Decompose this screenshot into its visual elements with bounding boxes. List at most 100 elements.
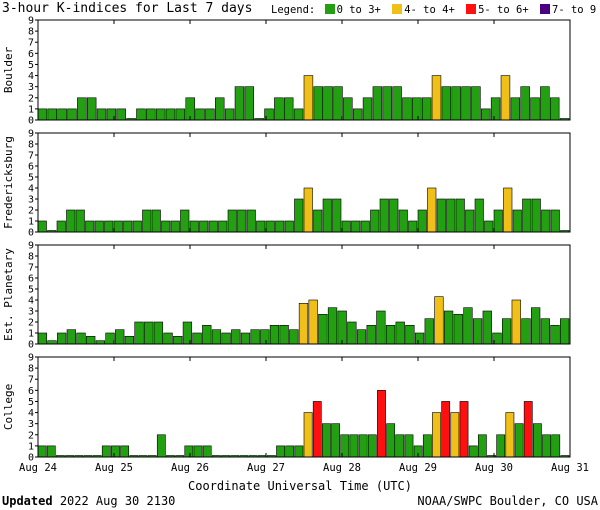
k-bar [76, 332, 86, 345]
k-bar [146, 108, 156, 121]
k-bar [101, 445, 111, 458]
k-bar [269, 324, 280, 345]
k-bar [398, 209, 408, 233]
k-bar [463, 307, 473, 345]
legend-item: 7- to 9 [537, 4, 596, 16]
k-bar [96, 108, 107, 121]
k-bar [227, 209, 237, 233]
legend-item-label: 0 to 3+ [336, 4, 381, 16]
y-tick-label: 0 [28, 116, 34, 127]
k-bar [531, 198, 541, 233]
y-tick-label: 5 [28, 60, 34, 71]
k-bar [37, 445, 47, 458]
chart-title: 3-hour K-indices for Last 7 days [2, 1, 253, 16]
k-bar [144, 321, 154, 345]
k-bar [175, 108, 186, 121]
panel-ylabel: College [2, 384, 15, 430]
y-tick-label: 4 [28, 408, 34, 419]
k-bar [347, 321, 357, 345]
k-bar [427, 187, 437, 233]
k-bar [471, 86, 481, 121]
k-bar [57, 108, 67, 121]
y-tick-label: 9 [28, 353, 34, 364]
k-bar [512, 209, 522, 233]
k-bar [441, 401, 451, 458]
k-bar [382, 86, 392, 121]
k-bar [104, 220, 114, 233]
plot-frame [37, 356, 571, 458]
k-bar [195, 108, 205, 121]
legend-swatch-yellow [392, 4, 403, 14]
k-bar [202, 445, 212, 458]
k-bar [234, 86, 245, 121]
y-tick-label: 9 [28, 241, 34, 252]
y-tick-label: 6 [28, 49, 34, 60]
k-bar [85, 220, 95, 233]
k-bar [510, 97, 521, 121]
k-bar [193, 445, 203, 458]
k-bar [66, 209, 76, 233]
k-bar [459, 401, 469, 458]
k-bar [57, 332, 67, 345]
y-tick-label: 5 [28, 285, 34, 296]
k-bar [455, 198, 465, 233]
legend-item-label: 7- to 9 [552, 4, 597, 16]
k-bar [500, 75, 511, 121]
legend-label: Legend: [271, 4, 316, 16]
k-bar [520, 86, 530, 121]
k-bar [493, 209, 503, 233]
k-bar [560, 318, 570, 345]
x-tick-label: Aug 25 [95, 462, 133, 474]
k-bar [303, 187, 313, 233]
y-tick-label: 2 [28, 206, 34, 217]
k-bar [132, 220, 142, 233]
k-bar [367, 434, 377, 458]
k-bar [37, 108, 48, 121]
k-bar [260, 329, 270, 345]
k-bar [490, 97, 501, 121]
k-bar [333, 86, 343, 121]
k-bar [244, 86, 255, 121]
k-bar [279, 324, 289, 345]
k-bar [67, 108, 77, 121]
updated-label: Updated [2, 494, 53, 508]
k-bar [372, 86, 383, 121]
k-bar [313, 209, 323, 233]
panel-ylabel: Boulder [2, 46, 15, 93]
k-bar [385, 324, 396, 345]
k-bar [481, 108, 491, 121]
k-bar [218, 220, 228, 233]
k-bar [332, 198, 342, 233]
k-bar [199, 220, 209, 233]
k-bar [337, 310, 347, 345]
x-tick-label: Aug 28 [323, 462, 361, 474]
k-bar [285, 445, 295, 458]
k-bar [134, 321, 144, 345]
k-bar [360, 220, 370, 233]
k-bar [265, 220, 275, 233]
k-bar [237, 209, 247, 233]
panel-ylabel: Est. Planetary [2, 248, 15, 341]
x-tick-label: Aug 27 [247, 462, 285, 474]
k-bar [351, 220, 361, 233]
k-bar [308, 299, 318, 345]
k-bar [431, 75, 442, 121]
k-bar [298, 302, 309, 345]
y-tick-label: 4 [28, 296, 34, 307]
k-bar [37, 220, 47, 233]
k-bar [105, 332, 115, 345]
k-bar [136, 108, 146, 121]
y-tick-label: 2 [28, 93, 34, 104]
y-tick-label: 6 [28, 162, 34, 173]
k-bar [414, 332, 425, 345]
k-bar [211, 329, 222, 345]
y-tick-label: 0 [28, 228, 34, 239]
k-bar [522, 198, 532, 233]
k-bar [47, 108, 57, 121]
k-bar [231, 329, 241, 345]
y-tick-label: 8 [28, 364, 34, 375]
k-bar [323, 86, 333, 121]
k-bar [240, 332, 251, 345]
k-bar [468, 445, 478, 458]
k-bar [142, 209, 152, 233]
